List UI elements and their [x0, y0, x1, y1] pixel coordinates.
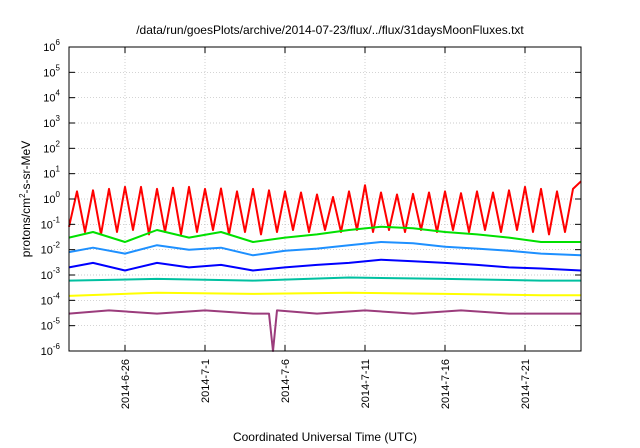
y-tick-base: 10	[41, 219, 53, 231]
x-tick-label: 2014-7-21	[520, 359, 532, 409]
y-tick-base: 10	[43, 93, 55, 105]
y-tick-exponent: 3	[56, 114, 61, 123]
y-tick-base: 10	[41, 270, 53, 282]
series-line	[68, 276, 581, 282]
y-tick-base: 10	[41, 295, 53, 307]
y-tick-base: 10	[43, 118, 55, 130]
y-tick-base: 10	[41, 245, 53, 257]
series-line	[68, 180, 582, 236]
y-tick-base: 10	[43, 194, 55, 206]
y-tick-base: 10	[41, 346, 53, 358]
y-tick-label: 100	[43, 190, 60, 206]
y-tick-exponent: 6	[56, 38, 61, 47]
y-tick-exponent: 4	[56, 89, 61, 98]
y-tick-label: 10-2	[41, 241, 61, 257]
y-tick-exponent: -3	[53, 266, 61, 275]
y-tick-exponent: 0	[56, 190, 61, 199]
chart-title: /data/run/goesPlots/archive/2014-07-23/f…	[136, 23, 524, 37]
y-tick-exponent: 5	[56, 63, 61, 72]
y-tick-base: 10	[43, 67, 55, 79]
y-tick-base: 10	[41, 321, 53, 333]
y-tick-exponent: -4	[53, 291, 61, 300]
y-tick-base: 10	[43, 42, 55, 54]
x-tick-label: 2014-7-11	[360, 359, 372, 408]
y-tick-exponent: 2	[56, 139, 61, 148]
series-line	[68, 291, 581, 297]
y-tick-exponent: -6	[53, 342, 61, 351]
grid	[69, 47, 581, 351]
y-tick-base: 10	[43, 143, 55, 155]
y-tick-label: 104	[43, 89, 60, 105]
y-tick-label: 10-5	[41, 317, 61, 333]
y-tick-exponent: -5	[53, 317, 61, 326]
y-tick-label: 106	[43, 38, 60, 54]
ticks	[69, 46, 581, 352]
x-tick-label: 2014-7-1	[200, 359, 212, 403]
y-tick-label: 10-4	[41, 291, 61, 307]
x-tick-label: 2014-7-6	[280, 359, 292, 403]
y-tick-label: 102	[43, 139, 60, 155]
x-axis-label: Coordinated Universal Time (UTC)	[233, 430, 417, 444]
y-axis-label: protons/cm2-s-sr-MeV	[18, 141, 33, 257]
series-line	[68, 241, 582, 257]
y-tick-label: 10-3	[41, 266, 61, 282]
y-tick-label: 105	[43, 63, 60, 79]
y-tick-exponent: -1	[53, 215, 61, 224]
x-tick-label: 2014-7-16	[440, 359, 452, 409]
y-tick-exponent: -2	[53, 241, 61, 250]
y-tick-exponent: 1	[56, 165, 61, 174]
y-tick-label: 103	[43, 114, 60, 130]
series-line	[68, 258, 582, 272]
x-tick-label: 2014-6-26	[120, 359, 132, 409]
series-line	[68, 225, 581, 243]
y-tick-base: 10	[43, 169, 55, 181]
x-tick-labels: 2014-6-26 2014-7-1 2014-7-6 2014-7-11 2014-7…	[120, 359, 532, 409]
y-tick-label: 10-1	[41, 215, 61, 231]
series-line	[68, 309, 581, 352]
series-layer	[68, 180, 582, 352]
y-tick-labels: 10-610-510-410-310-210-11001011021031041…	[41, 38, 61, 358]
y-tick-label: 10-6	[41, 342, 61, 358]
y-tick-label: 101	[43, 165, 60, 181]
